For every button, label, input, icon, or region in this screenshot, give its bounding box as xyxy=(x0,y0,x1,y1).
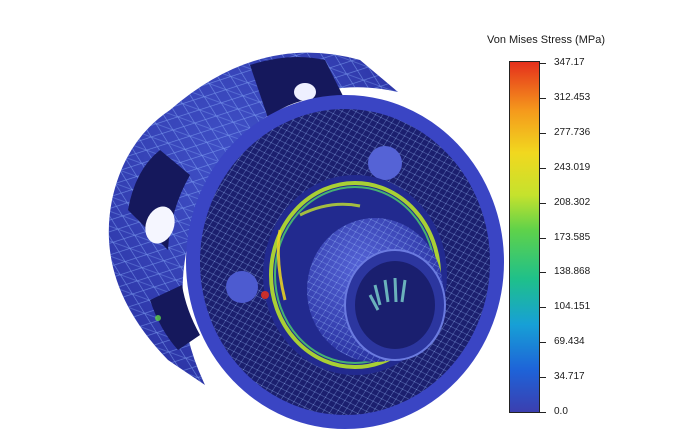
legend-tick-label: 243.019 xyxy=(554,161,591,173)
legend-tick-label: 0.0 xyxy=(554,406,568,417)
legend-tick-label: 208.302 xyxy=(554,196,591,208)
legend-tick-mark xyxy=(540,97,546,99)
legend-tick-mark xyxy=(540,272,546,274)
legend-colorbar-fill xyxy=(510,62,539,412)
legend-tick-mark xyxy=(540,63,546,64)
legend-tick-mark xyxy=(540,307,546,309)
legend-tick-mark xyxy=(540,202,546,204)
legend-tick-mark xyxy=(540,167,546,169)
legend-tick-label: 173.585 xyxy=(554,231,591,243)
legend-tick-mark xyxy=(540,412,546,413)
legend-tick-label: 347.17 xyxy=(554,57,585,68)
legend-tick-label: 138.868 xyxy=(554,266,591,278)
legend-tick-mark xyxy=(540,377,546,379)
legend-tick-label: 34.717 xyxy=(554,371,585,383)
legend-tick-label: 69.434 xyxy=(554,336,585,348)
legend-tick-mark xyxy=(540,132,546,134)
legend-tick-label: 104.151 xyxy=(554,301,591,313)
legend-title: Von Mises Stress (MPa) xyxy=(487,34,605,46)
housing-body xyxy=(108,52,504,429)
legend-tick-mark xyxy=(540,342,546,344)
legend-tick-label: 312.453 xyxy=(554,91,591,103)
legend-colorbar xyxy=(509,61,540,413)
legend-tick-label: 277.736 xyxy=(554,126,591,138)
legend-tick-mark xyxy=(540,237,546,239)
